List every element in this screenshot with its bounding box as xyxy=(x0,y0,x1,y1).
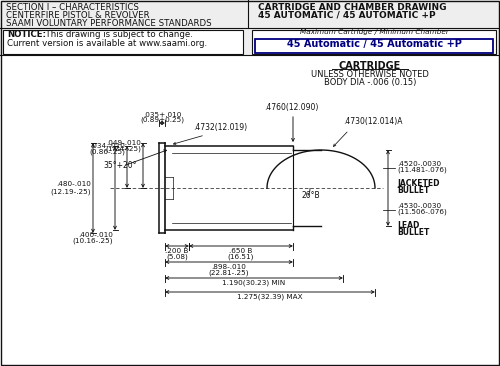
Text: UNLESS OTHERWISE NOTED: UNLESS OTHERWISE NOTED xyxy=(311,70,429,79)
Text: .400-.010: .400-.010 xyxy=(78,232,113,238)
Text: (12.19-.25): (12.19-.25) xyxy=(50,189,91,195)
Bar xyxy=(0,55,500,366)
Text: BULLET: BULLET xyxy=(397,228,430,237)
Text: NOTICE:: NOTICE: xyxy=(7,30,46,39)
Text: Maximum Cartridge / Minimum Chamber: Maximum Cartridge / Minimum Chamber xyxy=(300,29,448,35)
Text: 45 AUTOMATIC / 45 AUTOMATIC +P: 45 AUTOMATIC / 45 AUTOMATIC +P xyxy=(258,11,436,20)
Bar xyxy=(252,30,496,54)
Text: This drawing is subject to change.: This drawing is subject to change. xyxy=(40,30,193,39)
Text: 35°+20°: 35°+20° xyxy=(103,161,136,171)
Text: 45 Automatic / 45 Automatic +P: 45 Automatic / 45 Automatic +P xyxy=(286,39,462,49)
Text: .4520-.0030: .4520-.0030 xyxy=(397,161,441,167)
Text: CARTRIDGE AND CHAMBER DRAWING: CARTRIDGE AND CHAMBER DRAWING xyxy=(258,3,446,12)
Text: (5.08): (5.08) xyxy=(166,254,188,261)
Text: BODY DIA -.006 (0.15): BODY DIA -.006 (0.15) xyxy=(324,78,416,87)
Text: CARTRIDGE: CARTRIDGE xyxy=(339,61,401,71)
Text: .035+.010: .035+.010 xyxy=(143,112,181,118)
Text: .4760(12.090): .4760(12.090) xyxy=(264,103,318,112)
Text: (22.81-.25): (22.81-.25) xyxy=(209,270,249,276)
Text: 26°B: 26°B xyxy=(302,191,320,201)
Text: .4732(12.019): .4732(12.019) xyxy=(193,123,247,132)
Text: BULLET: BULLET xyxy=(397,186,430,195)
Text: (0.86-.25): (0.86-.25) xyxy=(89,149,125,155)
Text: .049-.010: .049-.010 xyxy=(106,140,141,146)
Text: (11.506-.076): (11.506-.076) xyxy=(397,209,447,215)
Text: .4530-.0030: .4530-.0030 xyxy=(397,203,441,209)
Bar xyxy=(255,39,493,53)
Text: .200 B: .200 B xyxy=(166,248,188,254)
Text: LEAD: LEAD xyxy=(397,221,419,230)
Text: Current version is available at www.saami.org.: Current version is available at www.saam… xyxy=(7,39,207,48)
Text: (1.24-.25): (1.24-.25) xyxy=(105,146,141,152)
Text: (16.51): (16.51) xyxy=(228,254,254,261)
Text: 1.275(32.39) MAX: 1.275(32.39) MAX xyxy=(237,294,303,300)
Text: (0.89+0.25): (0.89+0.25) xyxy=(140,116,184,123)
Text: 1.190(30.23) MIN: 1.190(30.23) MIN xyxy=(222,280,286,287)
Text: (11.481-.076): (11.481-.076) xyxy=(397,167,447,173)
Text: .650 B: .650 B xyxy=(230,248,252,254)
Bar xyxy=(3,30,243,54)
Text: JACKETED: JACKETED xyxy=(397,179,440,188)
Text: SECTION I – CHARACTERISTICS: SECTION I – CHARACTERISTICS xyxy=(6,3,139,12)
Text: .034-.010: .034-.010 xyxy=(90,143,125,149)
Text: (10.16-.25): (10.16-.25) xyxy=(72,238,113,244)
Text: .4730(12.014)A: .4730(12.014)A xyxy=(343,117,402,126)
Text: .480-.010: .480-.010 xyxy=(56,181,91,187)
Text: .898-.010: .898-.010 xyxy=(212,264,246,270)
Text: CENTERFIRE PISTOL & REVOLVER: CENTERFIRE PISTOL & REVOLVER xyxy=(6,11,150,20)
Text: SAAMI VOLUNTARY PERFORMANCE STANDARDS: SAAMI VOLUNTARY PERFORMANCE STANDARDS xyxy=(6,19,212,28)
